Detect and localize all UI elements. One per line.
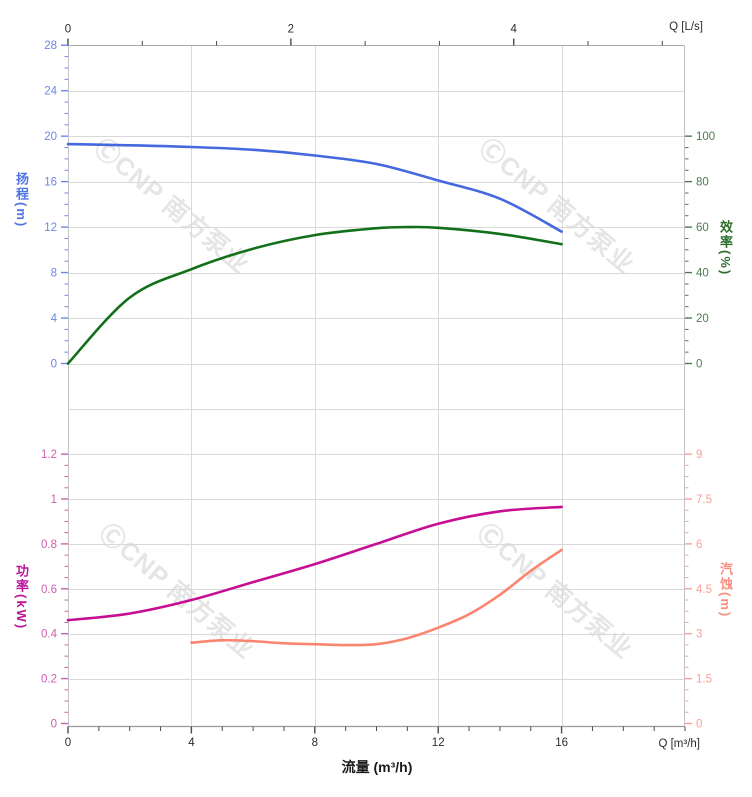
power-axis-title: 功率(kW) [14, 564, 29, 631]
flow-unit-label-bottom: Q [m³/h] [658, 738, 700, 750]
head-tick-label: 12 [44, 222, 57, 234]
power-tick-label: 0 [51, 719, 57, 731]
flow-tick-label: 8 [312, 737, 318, 749]
head-axis-title: 扬程(m) [14, 172, 29, 229]
npsh-curve [190, 548, 563, 647]
power-tick-label: 0.4 [41, 629, 58, 641]
efficiency-tick-label: 60 [696, 222, 709, 234]
efficiency-tick-label: 80 [696, 177, 709, 189]
power-tick-label: 0.8 [41, 539, 57, 551]
flow-axis-label: 流量 (m³/h) [341, 759, 413, 775]
head-tick-label: 28 [44, 40, 57, 52]
flow-tick-label: 12 [432, 737, 445, 749]
head-tick-label: 4 [51, 313, 58, 325]
power-tick-label: 1.2 [41, 449, 57, 461]
flow-tick-label: 16 [555, 737, 568, 749]
npsh-tick-label: 9 [696, 449, 702, 461]
npsh-tick-label: 0 [696, 719, 702, 731]
flow-tick-label: 0 [65, 737, 71, 749]
efficiency-axis-title: 效率(%) [718, 220, 733, 277]
efficiency-curve [66, 225, 563, 365]
power-tick-label: 0.2 [41, 674, 57, 686]
npsh-tick-label: 6 [696, 539, 702, 551]
power-curve [66, 505, 563, 622]
head-tick-label: 20 [44, 131, 57, 143]
flow-ls-tick-label: 0 [65, 24, 71, 36]
flow-tick-label: 4 [188, 737, 195, 749]
head-curve [66, 142, 563, 233]
flow-unit-label-top: Q [L/s] [669, 21, 703, 33]
head-tick-label: 0 [51, 359, 57, 371]
npsh-axis-title: 汽蚀(m) [718, 562, 733, 619]
npsh-tick-label: 4.5 [696, 584, 712, 596]
head-tick-label: 24 [44, 86, 57, 98]
npsh-tick-label: 3 [696, 629, 702, 641]
head-tick-label: 8 [51, 268, 57, 280]
efficiency-tick-label: 100 [696, 131, 715, 143]
power-tick-label: 1 [51, 494, 57, 506]
flow-ls-tick-label: 4 [511, 24, 518, 36]
head-tick-label: 16 [44, 177, 57, 189]
efficiency-tick-label: 0 [696, 359, 702, 371]
efficiency-tick-label: 20 [696, 313, 709, 325]
efficiency-tick-label: 40 [696, 268, 709, 280]
power-tick-label: 0.6 [41, 584, 57, 596]
npsh-tick-label: 1.5 [696, 674, 712, 686]
flow-ls-tick-label: 2 [288, 24, 294, 36]
npsh-tick-label: 7.5 [696, 494, 712, 506]
